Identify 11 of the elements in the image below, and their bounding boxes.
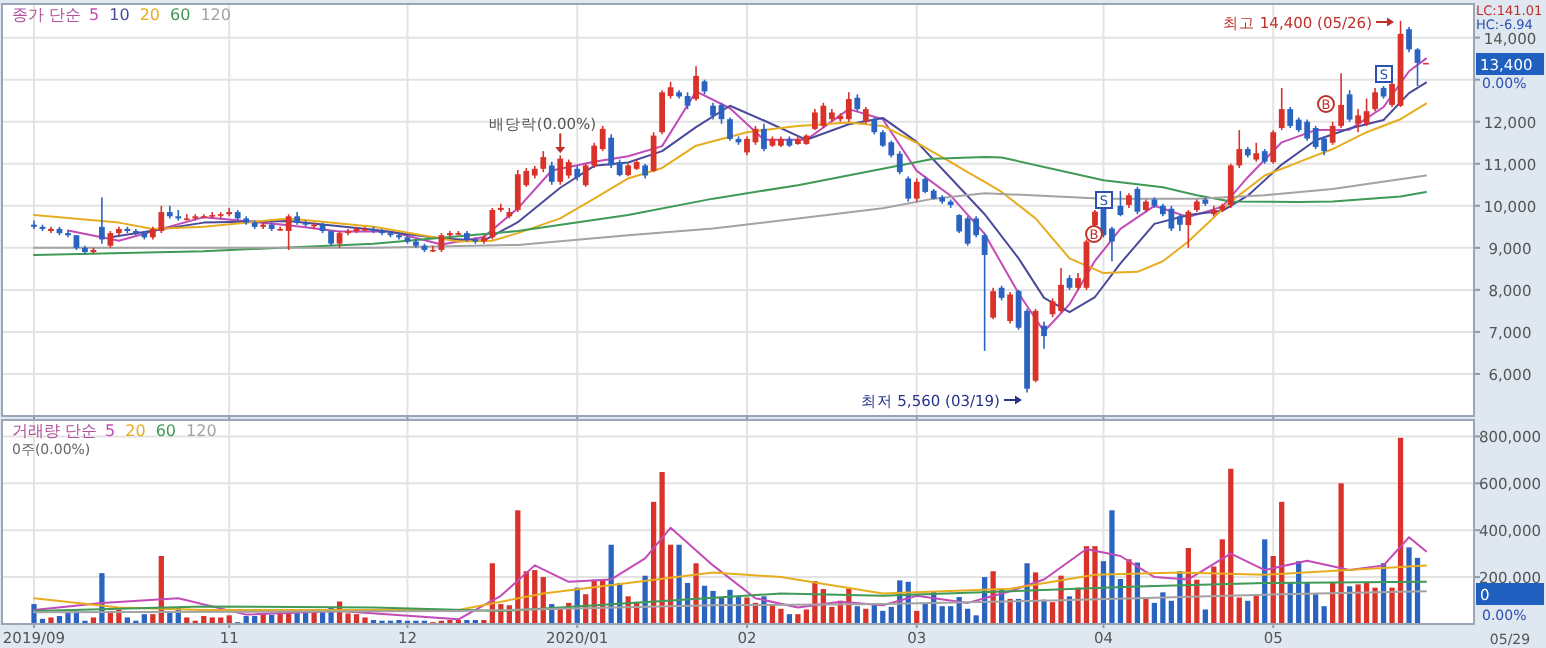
legend-title: 거래량 단순 bbox=[12, 422, 98, 440]
text: 120 bbox=[200, 6, 231, 24]
text: 20 bbox=[139, 6, 161, 24]
text: 5 bbox=[89, 6, 100, 24]
text: 120 bbox=[186, 422, 217, 440]
text: 5 bbox=[105, 422, 116, 440]
legend-title: 종가 단순 bbox=[12, 6, 82, 24]
text: 60 bbox=[170, 6, 191, 24]
text: 60 bbox=[155, 422, 177, 440]
text: 20 bbox=[125, 422, 146, 440]
text: 10 bbox=[109, 6, 130, 24]
